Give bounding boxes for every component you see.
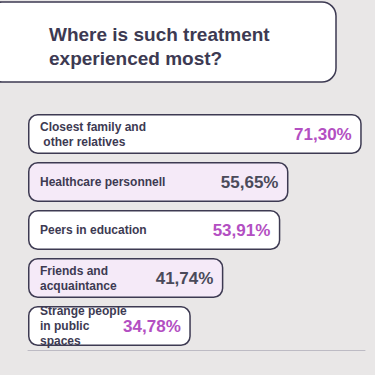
svg-text:53,91%: 53,91% xyxy=(213,221,271,240)
svg-text:Closest family and: Closest family and xyxy=(40,120,146,134)
svg-text:Friends and: Friends and xyxy=(40,264,111,278)
svg-text:acquaintance: acquaintance xyxy=(40,279,117,293)
svg-text:in public: in public xyxy=(40,319,93,333)
svg-text:41,74%: 41,74% xyxy=(156,269,214,288)
svg-text:Healthcare personnell: Healthcare personnell xyxy=(40,175,165,189)
svg-text:experienced most?: experienced most? xyxy=(49,48,222,69)
svg-text:55,65%: 55,65% xyxy=(221,173,279,192)
svg-text:71,30%: 71,30% xyxy=(294,125,352,144)
svg-text:Peers in education: Peers in education xyxy=(40,223,147,237)
svg-text:other relatives: other relatives xyxy=(40,135,126,149)
svg-text:spaces: spaces xyxy=(40,334,81,348)
svg-text:Strange people: Strange people xyxy=(40,304,130,318)
svg-text:Where is such treatment: Where is such treatment xyxy=(49,24,275,45)
svg-text:34,78%: 34,78% xyxy=(123,317,181,336)
